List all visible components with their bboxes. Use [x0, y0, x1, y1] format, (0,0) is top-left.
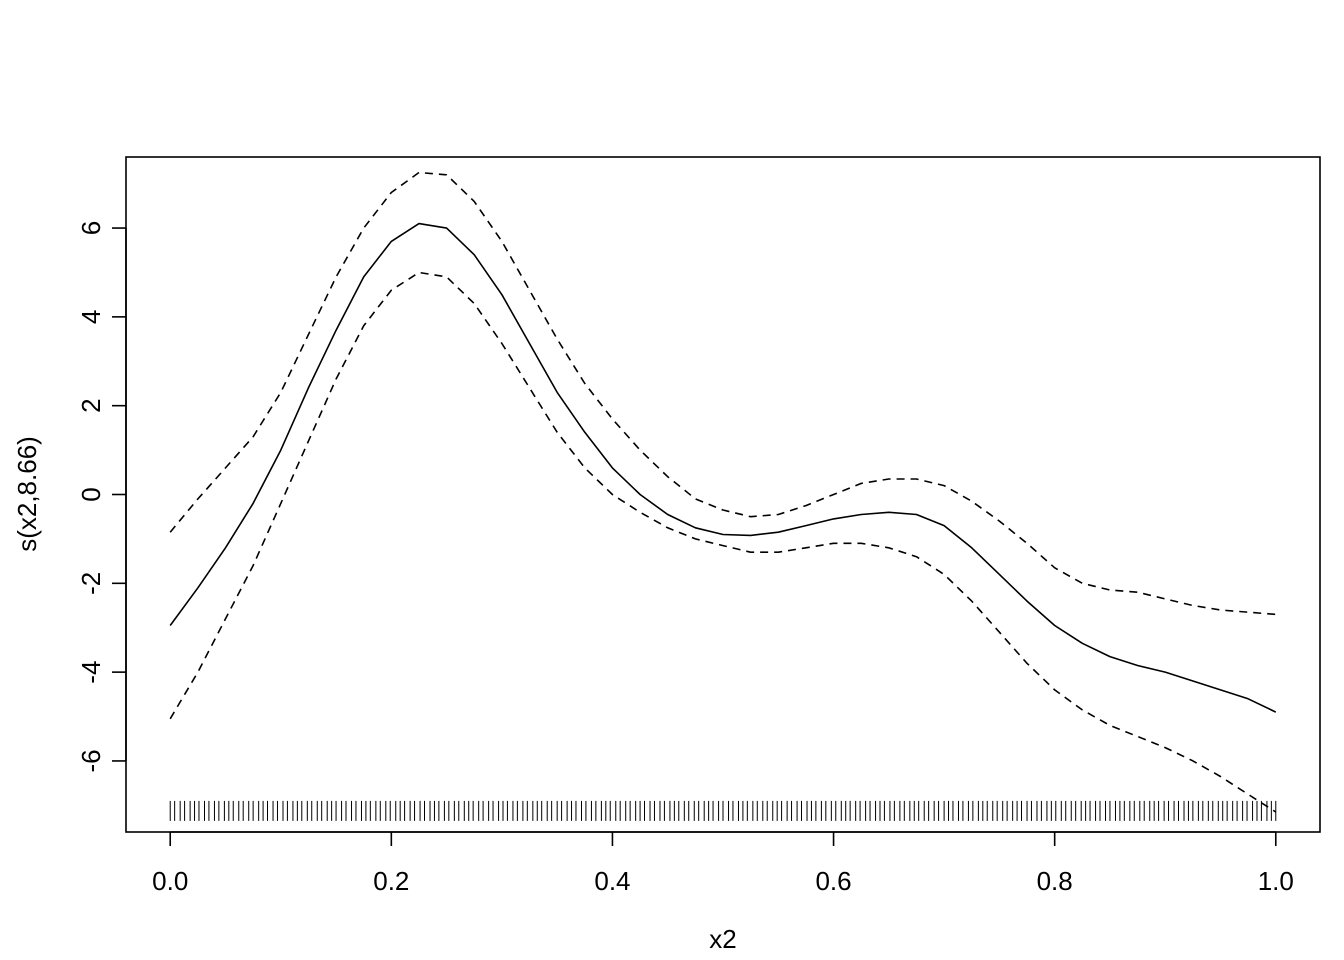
series-line-upper [169, 171, 1276, 616]
x-tick-label: 0.2 [373, 866, 409, 896]
plot-frame [125, 156, 1321, 833]
y-axis-title: s(x2,8.66) [12, 436, 42, 552]
series-line-lower [169, 271, 1277, 813]
x-tick-label: 0.8 [1037, 866, 1073, 896]
x-tick-label: 0.4 [594, 866, 630, 896]
y-tick-label: -4 [76, 661, 106, 684]
series-lines [169, 171, 1277, 813]
rug-marks [169, 800, 1277, 821]
y-tick-label: -6 [76, 749, 106, 772]
x-tick-label: 0.0 [152, 866, 188, 896]
y-axis: 6 4 2 0 -2 -4 -6 [76, 221, 127, 773]
x-tick-label: 1.0 [1258, 866, 1294, 896]
y-tick-label: -2 [76, 572, 106, 595]
series-line-estimate [169, 222, 1277, 713]
y-tick-label: 0 [76, 487, 106, 501]
y-tick-label: 4 [76, 310, 106, 324]
x-tick-label: 0.6 [815, 866, 851, 896]
y-tick-label: 2 [76, 398, 106, 412]
y-tick-label: 6 [76, 221, 106, 235]
x-axis-title: x2 [709, 924, 736, 954]
x-axis: 0.0 0.2 0.4 0.6 0.8 1.0 [152, 831, 1294, 896]
